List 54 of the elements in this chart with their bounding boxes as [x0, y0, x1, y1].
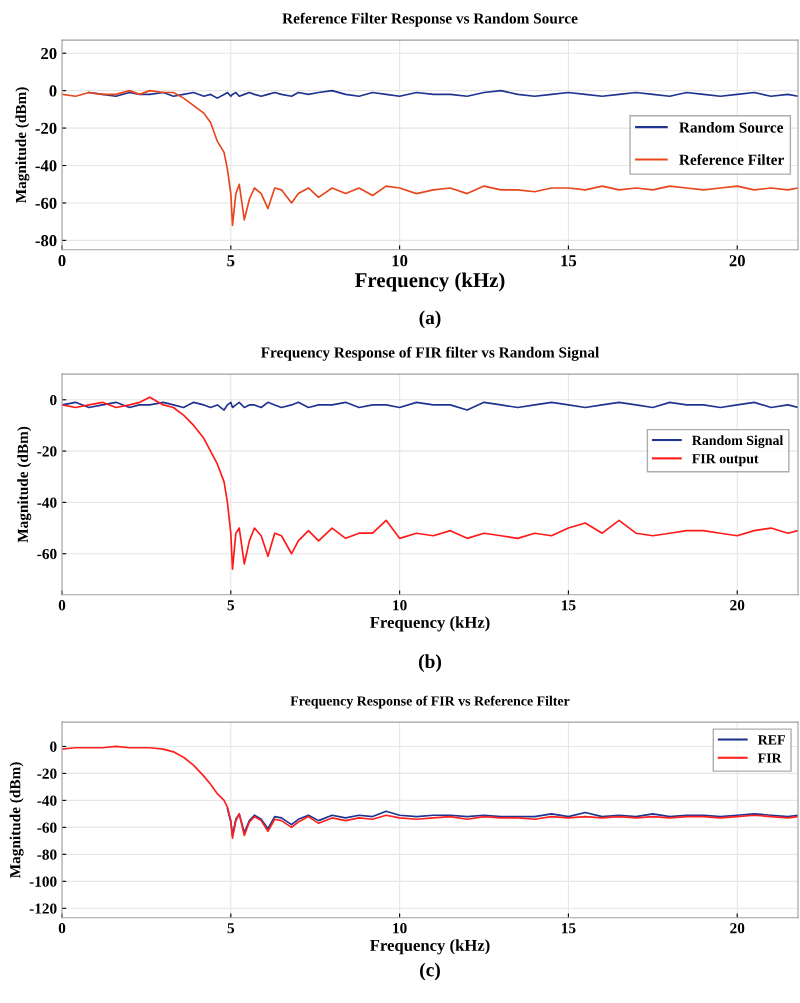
y-tick-label: -100	[29, 876, 57, 887]
legend-label: Random Source	[679, 121, 784, 133]
y-tick-label: -120	[29, 903, 57, 914]
chart-title: Reference Filter Response vs Random Source	[282, 12, 578, 27]
text: (b)	[418, 654, 442, 672]
y-tick-label: -60	[35, 197, 57, 209]
x-tick-label: 10	[392, 255, 408, 267]
text: (a)	[419, 310, 441, 329]
x-tick-label: 20	[730, 600, 745, 611]
line-series	[62, 401, 798, 411]
y-tick-label: -80	[37, 849, 57, 860]
x-tick-label: 5	[227, 255, 235, 267]
chart-title: Frequency Response of FIR filter vs Random Signal	[260, 346, 600, 361]
y-axis-title: Magnitude (dBm)	[15, 87, 30, 204]
line-series	[62, 89, 798, 227]
x-tick-label: 15	[562, 600, 576, 611]
x-tick-label: 0	[58, 600, 66, 611]
x-axis-title: Frequency (kHz)	[370, 616, 490, 632]
legend-label: FIR output	[692, 454, 759, 467]
y-tick-label: -60	[37, 822, 57, 833]
y-tick-label: -40	[37, 795, 57, 806]
line-series	[62, 745, 798, 839]
y-tick-label: -20	[37, 768, 57, 779]
y-tick-label: -80	[35, 235, 57, 247]
x-tick-label: 15	[561, 255, 577, 267]
y-tick-label: 0	[50, 394, 57, 406]
x-tick-label: 5	[227, 923, 235, 934]
y-axis-title: Magnitude (dBm)	[17, 426, 32, 543]
y-tick-label: -20	[37, 446, 57, 457]
x-tick-label: 10	[393, 923, 407, 934]
x-tick-label: 20	[730, 923, 745, 934]
chart-title: Frequency Response of FIR vs Reference Filter	[290, 695, 570, 709]
x-tick-label: 15	[562, 923, 576, 934]
y-tick-label: 0	[50, 741, 57, 752]
line-series	[62, 396, 798, 570]
legend-label: Reference Filter	[679, 154, 784, 165]
y-tick-label: -60	[37, 548, 57, 560]
y-tick-label: -40	[37, 497, 57, 508]
y-tick-label: -20	[35, 122, 57, 135]
x-axis-title: Frequency (kHz)	[370, 939, 490, 955]
legend-label: Random Signal	[692, 435, 784, 448]
x-tick-label: 0	[58, 923, 66, 934]
text: (c)	[420, 962, 440, 981]
y-axis-title: Magnitude (dBm)	[9, 762, 24, 879]
x-tick-label: 0	[58, 255, 66, 267]
x-axis-title: Frequency (kHz)	[355, 272, 505, 292]
x-tick-label: 20	[729, 255, 745, 267]
y-tick-label: 0	[49, 85, 57, 97]
x-tick-label: 5	[227, 600, 235, 611]
legend-label: REF	[757, 735, 785, 745]
x-tick-label: 10	[393, 600, 407, 611]
legend-label: FIR	[757, 753, 782, 763]
y-tick-label: 20	[41, 47, 57, 60]
y-tick-label: -40	[35, 160, 57, 172]
